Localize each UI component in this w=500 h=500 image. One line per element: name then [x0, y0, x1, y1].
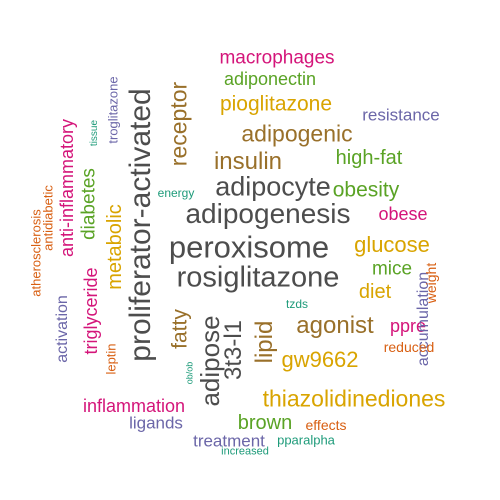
word-high-fat: high-fat [335, 147, 403, 169]
word-diet: diet [358, 281, 392, 303]
word-glucose: glucose [354, 232, 430, 257]
word-obese: obese [378, 204, 428, 224]
word-leptin: leptin [103, 343, 119, 375]
word-rosiglitazone: rosiglitazone [176, 261, 340, 294]
word-weight: weight [423, 262, 439, 304]
word-adipocyte: adipocyte [215, 171, 331, 202]
word-peroxisome: peroxisome [168, 229, 330, 265]
word-ppre: ppre [389, 316, 427, 336]
word-antidiabetic: antidiabetic [40, 185, 56, 251]
word-agonist: agonist [296, 312, 374, 339]
word-thiazolidinediones: thiazolidinediones [262, 385, 446, 412]
word-diabetes: diabetes [78, 168, 100, 240]
word-resistance: resistance [362, 105, 440, 125]
word-insulin: insulin [213, 148, 283, 175]
word-energy: energy [157, 186, 195, 200]
word-metabolic: metabolic [104, 204, 126, 290]
word-reduced: reduced [383, 339, 435, 355]
word-brown: brown [237, 412, 293, 434]
word-inflammation: inflammation [82, 396, 186, 416]
word-pioglitazone: pioglitazone [219, 92, 333, 116]
word-triglyceride: triglyceride [81, 267, 101, 355]
word-increased: increased [221, 445, 269, 458]
word-effects: effects [305, 417, 347, 433]
word-pparalpha: pparalpha [277, 432, 335, 448]
word-ob-ob: ob/ob [184, 361, 195, 385]
word-receptor: receptor [165, 81, 192, 167]
word-obesity: obesity [332, 178, 400, 202]
word-treatment: treatment [193, 431, 265, 451]
word-macrophages: macrophages [219, 47, 335, 69]
word-lipid: lipid [251, 320, 278, 364]
word-adipogenesis: adipogenesis [185, 198, 351, 229]
word-fatty: fatty [168, 309, 192, 349]
word-tissue: tissue [89, 119, 100, 147]
word-adiponectin: adiponectin [223, 69, 317, 89]
word-3t3-l1: 3t3-l1 [220, 319, 247, 381]
word-ligands: ligands [129, 413, 183, 433]
word-gw9662: gw9662 [281, 347, 359, 372]
word-troglitazone: troglitazone [105, 76, 121, 144]
word-adipogenic: adipogenic [241, 120, 353, 147]
word-anti-inflammatory: anti-inflammatory [57, 118, 77, 258]
word-mice: mice [371, 258, 413, 280]
word-activation: activation [54, 295, 71, 363]
word-proliferator-activated: proliferator-activated [124, 88, 157, 362]
word-tzds: tzds [285, 297, 309, 311]
